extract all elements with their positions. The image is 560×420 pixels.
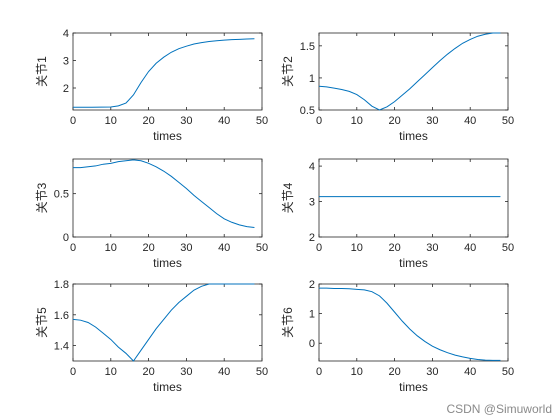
subplot-6: 0 10 20 30 40 50 0 1 2 times 关节6 [281,279,514,394]
x-tick-label: 10 [105,242,117,254]
x-tick-label: 0 [316,242,322,254]
x-tick-label: 30 [180,242,192,254]
y-tick-label: 4 [309,161,315,173]
x-tick-label: 0 [70,242,76,254]
x-tick-label: 20 [388,115,400,127]
watermark: CSDN @Simuworld [446,402,552,416]
y-tick-label: 1.8 [54,279,69,291]
series-line [73,159,255,228]
x-axis-label: times [153,380,182,394]
x-tick-label: 50 [502,242,514,254]
x-tick-label: 0 [70,115,76,127]
axes-box [72,32,263,111]
y-tick-label: 3 [63,56,69,68]
x-tick-label: 10 [105,115,117,127]
y-tick-label: 0 [63,232,69,244]
x-tick-label: 50 [256,115,268,127]
x-tick-label: 40 [464,115,476,127]
x-tick-label: 30 [180,366,192,378]
series-line [319,287,501,361]
y-tick-label: 1 [309,309,315,321]
subplot-4: 0 10 20 30 40 50 2 3 4 times 关节4 [281,158,514,270]
x-tick-label: 30 [180,115,192,127]
x-tick-label: 20 [142,115,154,127]
subplot-3: 0 10 20 30 40 50 0 0.5 times 关节3 [35,158,268,270]
y-tick-label: 0 [309,338,315,350]
x-tick-label: 0 [316,366,322,378]
y-tick-label: 2 [309,232,315,244]
y-tick-label: 3 [309,197,315,209]
y-tick-label: 1.4 [54,341,69,353]
series-line [318,32,501,111]
x-tick-label: 0 [70,366,76,378]
x-tick-label: 10 [351,115,363,127]
x-tick-label: 20 [388,366,400,378]
x-tick-label: 10 [351,242,363,254]
y-axis-label: 关节4 [281,182,295,213]
x-tick-label: 10 [105,366,117,378]
x-tick-label: 40 [218,115,230,127]
x-tick-label: 40 [464,242,476,254]
subplot-5: 0 10 20 30 40 50 1.4 1.6 1.8 times 关节5 [35,279,268,394]
x-tick-label: 30 [426,242,438,254]
subplot-1: 0 10 20 30 40 50 2 3 4 times 关节1 [35,28,268,143]
axes-box [318,158,509,238]
y-tick-label: 1.5 [300,41,315,53]
x-tick-label: 30 [426,115,438,127]
x-tick-label: 50 [256,242,268,254]
y-axis-label: 关节2 [281,56,295,87]
y-tick-label: 0.5 [300,105,315,117]
x-tick-label: 50 [256,366,268,378]
x-tick-label: 20 [142,366,154,378]
axes-box [318,32,509,111]
x-tick-label: 20 [388,242,400,254]
y-tick-label: 2 [309,279,315,291]
y-tick-label: 0.5 [54,189,69,201]
y-tick-label: 1 [309,73,315,85]
x-tick-label: 10 [351,366,363,378]
y-axis-label: 关节3 [35,182,49,213]
x-axis-label: times [153,129,182,143]
y-axis-label: 关节6 [281,307,295,338]
series-line [73,38,255,108]
y-tick-label: 1.6 [54,310,69,322]
series-line [72,283,255,362]
x-axis-label: times [153,256,182,270]
y-axis-label: 关节5 [35,307,49,338]
x-tick-label: 20 [142,242,154,254]
x-tick-label: 40 [464,366,476,378]
x-tick-label: 50 [502,115,514,127]
axes-box [72,158,263,238]
x-tick-label: 50 [502,366,514,378]
y-tick-label: 2 [63,83,69,95]
axes-box [318,283,509,362]
x-tick-label: 40 [218,242,230,254]
y-axis-label: 关节1 [35,56,49,87]
x-axis-label: times [399,380,428,394]
x-axis-label: times [399,256,428,270]
x-tick-label: 30 [426,366,438,378]
x-axis-label: times [399,129,428,143]
axes-box [72,283,263,362]
x-tick-label: 0 [316,115,322,127]
subplot-2: 0 10 20 30 40 50 0.5 1 1.5 times 关节2 [281,32,514,143]
y-tick-label: 4 [63,28,69,40]
x-tick-label: 40 [218,366,230,378]
